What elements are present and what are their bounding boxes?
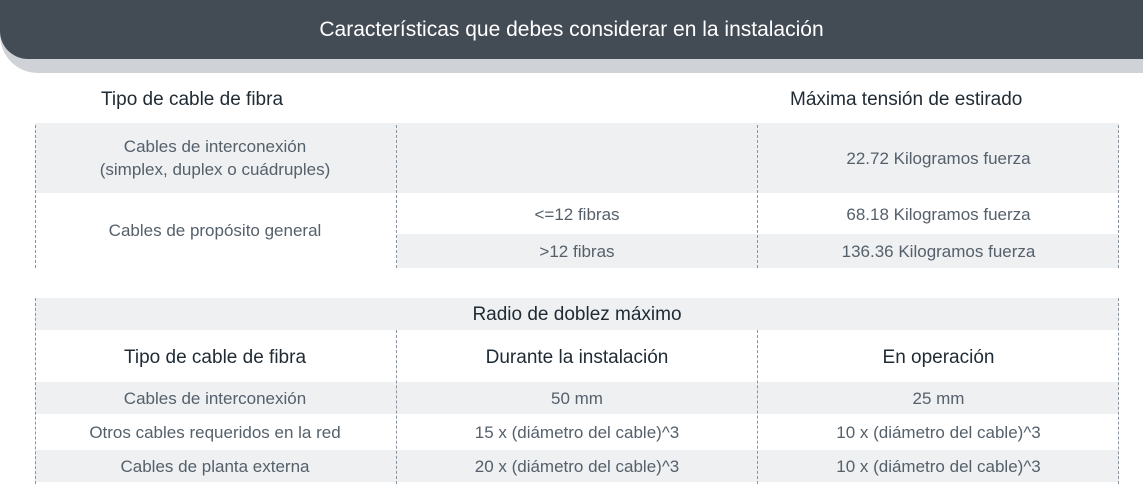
tension-row-3-tension: 136.36 Kilogramos fuerza <box>841 241 1036 261</box>
bend-row-3-type: Cables de planta externa <box>120 456 310 476</box>
bend-header-install: Durante la instalación <box>485 346 669 368</box>
bend-table-title: Radio de doblez máximo <box>35 298 1119 330</box>
bend-divider-right <box>1118 298 1119 484</box>
page-title: Características que debes considerar en … <box>319 17 824 41</box>
bend-row-1-operation: 25 mm <box>912 388 965 408</box>
bend-divider-2 <box>757 330 758 484</box>
tension-row-1-tension: 22.72 Kilogramos fuerza <box>846 148 1031 168</box>
bend-divider-left <box>35 298 36 484</box>
bend-row-1-type: Cables de interconexión <box>123 388 307 408</box>
bend-row-3-bg <box>35 450 1119 482</box>
bend-divider-1 <box>396 330 397 484</box>
tension-row-2-fibers: <=12 fibras <box>534 204 620 224</box>
page-title-banner: Características que debes considerar en … <box>0 0 1143 59</box>
bend-row-3-operation: 10 x (diámetro del cable)^3 <box>836 456 1041 476</box>
tension-row-3-fibers: >12 fibras <box>539 241 615 261</box>
tension-type-header: Tipo de cable de fibra <box>101 89 284 110</box>
bend-header-type: Tipo de cable de fibra <box>123 346 307 368</box>
tension-row-1-fibers <box>397 128 757 188</box>
tension-row-1-bg <box>35 123 1119 193</box>
tension-max-header: Máxima tensión de estirado <box>790 89 1023 110</box>
bend-row-3-install: 20 x (diámetro del cable)^3 <box>474 456 680 476</box>
tension-divider-2 <box>757 125 758 268</box>
bend-row-2-type: Otros cables requeridos en la red <box>89 422 341 442</box>
tension-divider-left <box>35 125 36 268</box>
tension-divider-right <box>1118 125 1119 268</box>
tension-row-3-bg <box>397 234 1119 268</box>
tension-divider-1 <box>396 125 397 268</box>
bend-row-1-install: 50 mm <box>551 388 603 408</box>
bend-row-2-operation: 10 x (diámetro del cable)^3 <box>836 422 1041 442</box>
bend-row-2-install: 15 x (diámetro del cable)^3 <box>474 422 680 442</box>
bend-header-operation: En operación <box>882 346 995 368</box>
tension-row-1-type: Cables de interconexión (simplex, duplex… <box>99 137 331 179</box>
bend-row-1-bg <box>35 382 1119 414</box>
tension-row-2-type: Cables de propósito general <box>108 220 322 240</box>
tension-row-2-tension: 68.18 Kilogramos fuerza <box>846 204 1031 224</box>
